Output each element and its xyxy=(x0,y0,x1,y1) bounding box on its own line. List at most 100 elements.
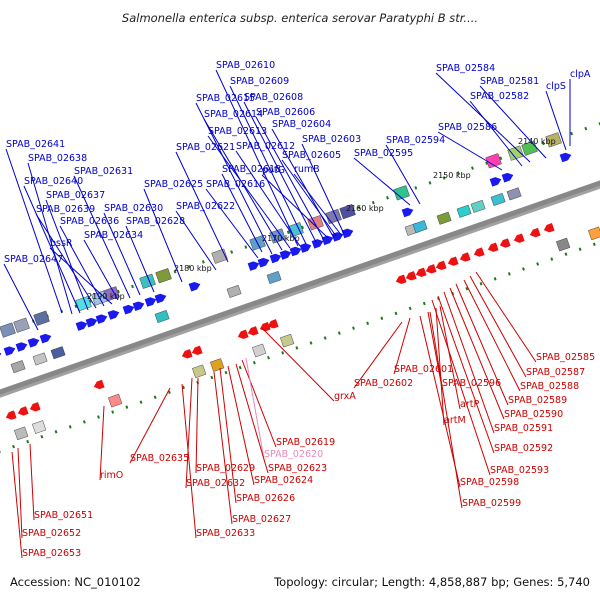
forward-gene-label-spab_02621: SPAB_02621 xyxy=(176,142,235,153)
forward-gene-label-spab_02631-leader xyxy=(73,175,131,299)
page-title: Salmonella enterica subsp. enterica sero… xyxy=(121,11,479,25)
reverse-gene-label-spab_02592: SPAB_02592 xyxy=(494,443,553,454)
forward-gene-label-potg-leader xyxy=(261,174,329,239)
forward-gene-12 xyxy=(154,293,167,304)
forward-gene-label-spab_02604: SPAB_02604 xyxy=(272,119,331,130)
forward-gene-label-spab_02618-leader xyxy=(221,173,263,253)
reverse-gene-label-spab_02587: SPAB_02587 xyxy=(526,367,585,378)
forward-gene-label-spab_02630-leader xyxy=(103,212,141,296)
forward-gene-6 xyxy=(85,317,98,328)
reverse-gene-label-spab_02593: SPAB_02593 xyxy=(490,465,549,476)
feature-tile-mid-7-shape xyxy=(412,220,428,234)
reverse-gene-label-spab_02652: SPAB_02652 xyxy=(22,528,81,539)
feature-tile-mid-4 xyxy=(226,284,242,298)
reverse-gene-20-shape xyxy=(513,233,525,243)
reverse-gene-label-spab_02629: SPAB_02629 xyxy=(196,463,255,474)
forward-gene-13-shape xyxy=(188,281,201,292)
forward-gene-label-spab_02621-leader xyxy=(175,151,229,263)
reverse-gene-label-artm: artM xyxy=(444,415,466,426)
forward-gene-24-shape xyxy=(401,207,414,218)
reverse-gene-4-shape xyxy=(181,349,193,359)
reverse-gene-19 xyxy=(499,238,511,248)
reverse-gene-1-shape xyxy=(17,406,29,416)
feature-tile-outer-0 xyxy=(0,322,16,338)
reverse-gene-label-spab_02620-leader xyxy=(245,357,265,460)
reverse-gene-15 xyxy=(447,256,459,266)
forward-gene-21-shape xyxy=(321,235,334,246)
feature-tile-mid-11 xyxy=(490,192,506,206)
reverse-gene-label-spab_02596: SPAB_02596 xyxy=(442,378,501,389)
forward-gene-0-shape xyxy=(0,351,2,361)
forward-gene-17 xyxy=(279,250,292,260)
reverse-gene-7-shape xyxy=(247,326,259,336)
forward-gene-label-spab_02641-leader xyxy=(5,148,63,314)
reverse-gene-label-spab_02589-leader xyxy=(455,283,509,406)
reverse-gene-label-spab_02651-leader xyxy=(29,443,35,521)
forward-gene-label-spab_02631: SPAB_02631 xyxy=(74,166,133,177)
feature-tile-mid-7 xyxy=(412,220,428,234)
reverse-gene-14-shape xyxy=(435,260,447,271)
feature-tile-outer-15-shape xyxy=(393,185,410,201)
forward-gene-label-spab_02605: SPAB_02605 xyxy=(282,150,341,161)
forward-gene-label-spab_02595-leader xyxy=(353,157,411,206)
kbp-tick-label: 2170 kbp xyxy=(262,234,300,243)
forward-gene-19 xyxy=(299,243,312,253)
forward-gene-label-spab_02634-leader xyxy=(83,239,119,301)
reverse-gene-label-spab_02653: SPAB_02653 xyxy=(22,548,81,559)
forward-gene-9 xyxy=(122,304,135,315)
forward-gene-16 xyxy=(269,253,282,264)
forward-gene-label-spab_02638: SPAB_02638 xyxy=(28,153,87,164)
forward-gene-label-spab_02628-leader xyxy=(125,225,155,293)
forward-gene-2-shape xyxy=(15,342,28,352)
forward-gene-label-spab_02613-leader xyxy=(207,135,291,249)
forward-gene-25-shape xyxy=(489,177,502,187)
feature-tile-inner-4 xyxy=(210,358,225,372)
forward-gene-1-shape xyxy=(3,346,16,356)
forward-gene-label-spab_02628: SPAB_02628 xyxy=(126,216,185,227)
feature-tile-outer-17 xyxy=(507,145,524,161)
forward-gene-label-spab_02594: SPAB_02594 xyxy=(386,135,445,146)
reverse-gene-label-spab_02633: SPAB_02633 xyxy=(196,528,255,539)
feature-tile-outer-12 xyxy=(307,215,324,231)
feature-tile-inner-1-shape xyxy=(32,420,47,434)
reverse-gene-16 xyxy=(459,252,471,262)
feature-tile-inner-4-shape xyxy=(210,358,225,372)
reverse-gene-label-spab_02585-leader xyxy=(475,271,537,363)
kbp-tick-label: 2140 kbp xyxy=(518,137,556,146)
forward-gene-label-spab_02641: SPAB_02641 xyxy=(6,139,65,150)
forward-gene-label-spab_02586-leader xyxy=(437,131,503,171)
reverse-gene-label-spab_02627: SPAB_02627 xyxy=(232,514,291,525)
reverse-gene-1 xyxy=(17,406,29,416)
reverse-gene-9-shape xyxy=(267,319,279,329)
feature-tile-outer-7 xyxy=(155,268,172,284)
forward-gene-label-spab_02622: SPAB_02622 xyxy=(176,201,235,212)
forward-gene-3 xyxy=(27,338,40,348)
reverse-gene-label-spab_02651: SPAB_02651 xyxy=(34,510,93,521)
forward-gene-label-bssr: bssR xyxy=(50,238,73,249)
forward-gene-1 xyxy=(3,346,16,356)
feature-tile-mid-12-shape xyxy=(506,187,522,201)
forward-gene-label-spab_02612-leader xyxy=(235,150,301,247)
forward-gene-26-shape xyxy=(501,172,514,183)
forward-gene-label-spab_02610: SPAB_02610 xyxy=(216,60,275,71)
forward-gene-label-spab_02616: SPAB_02616 xyxy=(206,179,265,190)
reverse-gene-label-artm-leader xyxy=(435,307,445,426)
forward-gene-label-spab_02609: SPAB_02609 xyxy=(230,76,289,87)
reverse-gene-9 xyxy=(267,319,279,329)
feature-tile-inner-1 xyxy=(32,420,47,434)
forward-gene-14-shape xyxy=(247,261,260,271)
feature-tile-mid-1 xyxy=(32,352,48,366)
forward-gene-14 xyxy=(247,261,260,271)
forward-gene-label-spab_02613: SPAB_02613 xyxy=(208,126,267,137)
reverse-gene-11 xyxy=(405,271,417,281)
reverse-gene-label-spab_02599: SPAB_02599 xyxy=(462,498,521,509)
forward-gene-label-spab_02582: SPAB_02582 xyxy=(470,91,529,102)
forward-gene-15-shape xyxy=(257,257,270,268)
reverse-gene-2-shape xyxy=(29,402,41,412)
reverse-gene-7 xyxy=(247,326,259,336)
forward-gene-13 xyxy=(188,281,201,292)
reverse-gene-label-spab_02623: SPAB_02623 xyxy=(268,463,327,474)
reverse-gene-label-grxa: grxA xyxy=(334,391,356,402)
forward-gene-label-clps-leader xyxy=(545,90,567,151)
reverse-gene-22 xyxy=(543,223,555,233)
